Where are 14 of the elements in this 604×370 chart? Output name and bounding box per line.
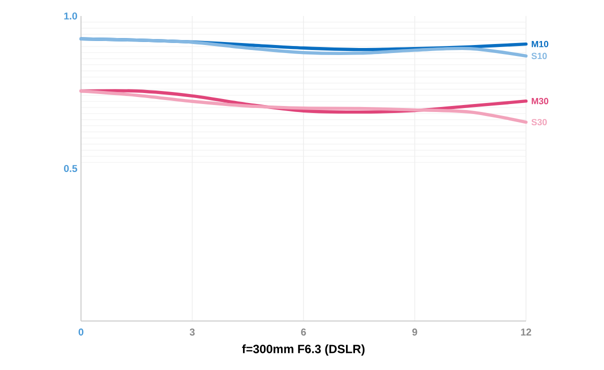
- x-axis-title: f=300mm F6.3 (DSLR): [242, 344, 365, 356]
- x-tick-label: 6: [301, 328, 306, 336]
- series-label: M30: [532, 98, 548, 104]
- series-label: S30: [531, 118, 547, 126]
- x-tick-label: 12: [521, 328, 532, 336]
- y-tick-label: 0.5: [64, 164, 78, 172]
- x-tick-label: 9: [412, 328, 418, 336]
- line-series: [79, 89, 528, 124]
- x-tick-label: 3: [190, 328, 195, 336]
- series-label: M10: [532, 40, 548, 48]
- series-label: S10: [531, 52, 547, 60]
- line-series: [79, 37, 528, 58]
- y-tick-label: 1.0: [64, 12, 78, 20]
- x-tick-label: 0: [78, 328, 84, 336]
